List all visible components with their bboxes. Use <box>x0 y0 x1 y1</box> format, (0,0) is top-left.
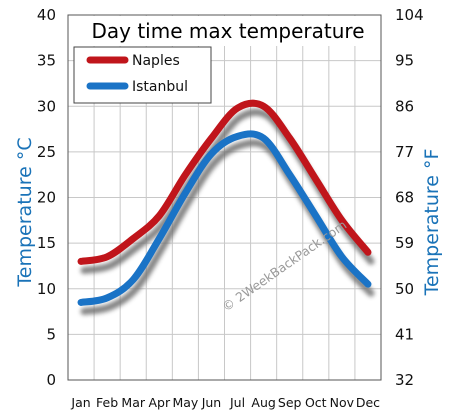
title-background <box>86 16 368 46</box>
legend-label-naples: Naples <box>132 53 180 69</box>
x-tick-label: Nov <box>330 395 355 410</box>
y-tick-label-right: 59 <box>395 234 414 252</box>
y-tick-label-left: 35 <box>37 52 56 70</box>
x-tick-label: May <box>172 395 198 410</box>
watermark: © 2WeekBackPack.com <box>219 217 349 314</box>
y-tick-label-left: 0 <box>46 371 56 389</box>
y-tick-labels-right: 32 41 50 59 68 77 86 95 104 <box>395 6 424 389</box>
y-tick-labels-left: 0 5 10 15 20 25 30 35 40 <box>37 6 56 389</box>
x-tick-label: Mar <box>121 395 145 410</box>
series-line-naples <box>77 99 372 265</box>
x-tick-label: Feb <box>96 395 118 410</box>
y-axis-label-left: Temperature °C <box>14 137 36 287</box>
legend-box <box>73 46 212 104</box>
x-tick-label: Sep <box>278 395 302 410</box>
y-tick-label-right: 104 <box>395 6 424 24</box>
y-tick-label-left: 5 <box>46 325 56 343</box>
y-tick-label-left: 25 <box>37 143 56 161</box>
y-tick-label-right: 32 <box>395 371 414 389</box>
chart-title: Day time max temperature <box>91 19 364 43</box>
series-line-istanbul <box>77 130 372 306</box>
y-tick-label-left: 20 <box>37 189 56 207</box>
x-tick-label: Jul <box>229 395 245 410</box>
y-axis-label-right: Temperature °F <box>421 149 443 297</box>
x-tick-labels: Jan Feb Mar Apr May Jun Jul Aug Sep Oct Nov Dec <box>70 395 380 410</box>
x-tick-label: Jun <box>201 395 222 410</box>
y-tick-label-right: 86 <box>395 97 414 115</box>
y-tick-label-right: 50 <box>395 280 414 298</box>
plot-frame <box>67 14 382 381</box>
legend: Naples Istanbul <box>73 46 212 104</box>
y-tick-label-right: 41 <box>395 325 414 343</box>
y-tick-label-left: 15 <box>37 234 56 252</box>
series-lines <box>77 99 372 306</box>
y-tick-label-left: 30 <box>37 97 56 115</box>
legend-label-istanbul: Istanbul <box>132 79 188 95</box>
y-tick-label-right: 95 <box>395 52 414 70</box>
x-tick-label: Apr <box>148 395 170 410</box>
x-tick-label: Dec <box>356 395 380 410</box>
x-tick-label: Aug <box>251 395 275 410</box>
x-tick-label: Oct <box>305 395 327 410</box>
y-tick-label-right: 68 <box>395 189 414 207</box>
x-tick-label: Jan <box>70 395 90 410</box>
y-tick-label-right: 77 <box>395 143 414 161</box>
y-tick-label-left: 40 <box>37 6 56 24</box>
y-tick-label-left: 10 <box>37 280 56 298</box>
